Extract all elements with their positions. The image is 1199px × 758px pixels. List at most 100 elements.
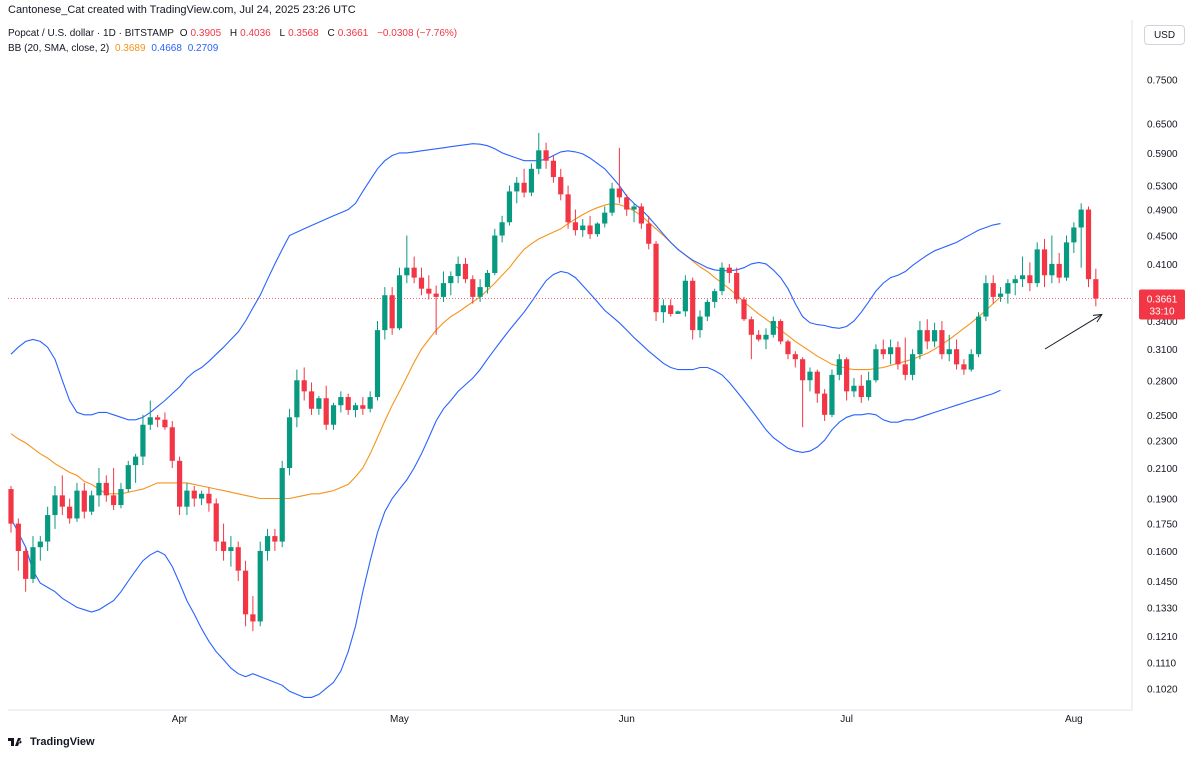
candle: [426, 275, 432, 300]
candle: [1078, 203, 1084, 268]
y-tick-label: 0.2100: [1147, 464, 1178, 475]
y-tick-label: 0.6500: [1147, 119, 1178, 130]
candle: [565, 185, 571, 229]
candle: [125, 460, 131, 493]
candle: [1012, 275, 1018, 296]
candle: [169, 420, 175, 469]
candle: [279, 460, 285, 548]
candle-body: [374, 330, 381, 398]
candle: [536, 132, 542, 175]
candle-body: [770, 321, 776, 335]
candle-body: [953, 349, 960, 365]
candle: [1034, 242, 1040, 288]
candle: [1063, 235, 1070, 281]
y-tick-label: 0.1600: [1147, 547, 1178, 558]
bb-label[interactable]: BB (20, SMA, close, 2): [8, 43, 110, 54]
candle: [741, 296, 747, 322]
candle: [653, 240, 659, 322]
candle: [961, 359, 967, 375]
candle-body: [543, 150, 549, 161]
candle: [697, 310, 703, 338]
currency-button[interactable]: USD: [1144, 25, 1185, 45]
candle-body: [228, 547, 234, 551]
tradingview-logo[interactable]: TradingView: [8, 736, 95, 748]
candle: [990, 275, 996, 304]
candle-body: [528, 168, 535, 193]
candle-body: [1056, 263, 1062, 278]
candle: [594, 222, 600, 237]
y-tick-label: 0.1020: [1147, 684, 1178, 695]
candle-body: [961, 364, 967, 370]
candle: [30, 536, 36, 584]
symbol-legend: Popcat / U.S. dollar · 1D · BITSTAMP O 0.…: [8, 28, 460, 39]
candle: [184, 482, 190, 516]
candle-body: [418, 277, 425, 289]
y-tick-label: 0.4500: [1147, 232, 1178, 243]
candle-body: [382, 295, 388, 331]
last-price-badge: [1139, 289, 1185, 320]
candle-body: [133, 456, 139, 466]
candle: [462, 258, 469, 284]
candle-body: [191, 490, 197, 499]
candle-body: [858, 385, 864, 398]
candle: [235, 541, 241, 582]
candle: [675, 310, 681, 314]
candle: [59, 475, 65, 516]
candle: [880, 339, 886, 360]
candle-body: [609, 188, 615, 213]
candle: [528, 163, 535, 197]
bollinger-legend: BB (20, SMA, close, 2) 0.3689 0.4668 0.2…: [8, 43, 221, 54]
candle-body: [74, 490, 80, 519]
candle-body: [785, 341, 791, 355]
candle: [206, 487, 212, 512]
candle-body: [433, 293, 439, 297]
candle-body: [565, 194, 571, 223]
candle-body: [682, 280, 688, 312]
candle: [506, 185, 513, 226]
y-tick-label: 0.3400: [1147, 317, 1178, 328]
series-line-bb-upper: [10, 143, 1001, 421]
last-price-label: 0.3661: [1147, 294, 1178, 305]
candle-body: [352, 405, 359, 410]
y-tick-label: 0.2300: [1147, 436, 1178, 447]
candle-body: [484, 272, 491, 288]
candle-body: [756, 334, 762, 340]
symbol-name[interactable]: Popcat / U.S. dollar · 1D · BITSTAMP: [8, 28, 174, 39]
candle: [902, 337, 908, 381]
annotation-arrow-head: [1092, 313, 1103, 323]
ohlc-close: C 0.3661: [327, 28, 369, 39]
candle-body: [646, 223, 652, 244]
candle-body: [975, 316, 982, 355]
candle-body: [1012, 279, 1018, 284]
candle: [646, 215, 652, 250]
brand-name: TradingView: [30, 736, 95, 748]
candle: [198, 490, 205, 506]
candle: [89, 490, 95, 516]
candle-body: [242, 570, 249, 615]
candle-body: [198, 493, 205, 499]
candle-body: [514, 182, 520, 192]
candle: [521, 168, 527, 198]
candle-body: [712, 291, 718, 302]
candle-body: [1019, 275, 1026, 280]
candle-body: [572, 222, 579, 231]
candle: [81, 482, 87, 519]
candle-body: [1027, 275, 1033, 284]
candle: [404, 235, 410, 284]
candle: [543, 142, 549, 169]
candle-body: [59, 495, 65, 507]
candle: [1019, 256, 1026, 288]
candle-body: [67, 506, 73, 519]
candle-body: [550, 160, 557, 178]
candle: [470, 275, 476, 304]
candle: [690, 277, 696, 340]
ohlc-high: H 0.4036: [229, 28, 271, 39]
candle: [308, 382, 315, 415]
candle-body: [440, 283, 447, 297]
candle: [301, 367, 307, 401]
candle-body: [470, 279, 476, 297]
candle-body: [624, 197, 630, 210]
candle-body: [206, 493, 212, 504]
candle: [778, 319, 784, 345]
